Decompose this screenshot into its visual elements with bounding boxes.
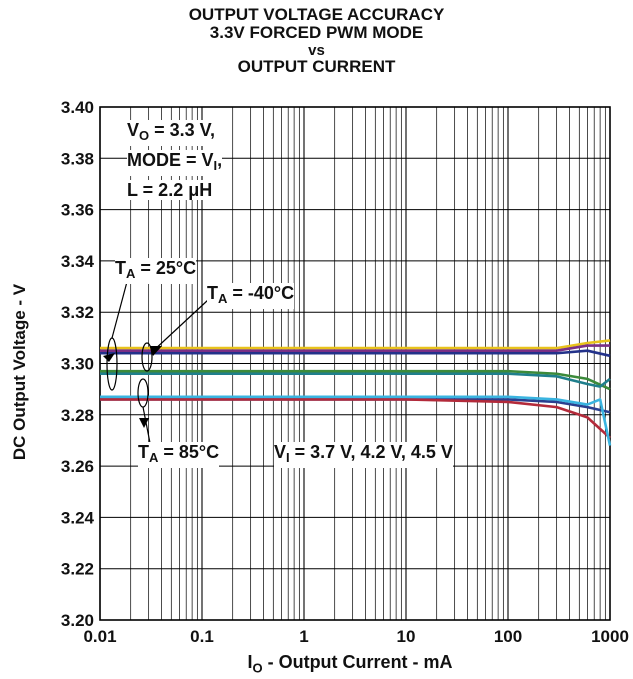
x-tick-label: 1 — [299, 627, 308, 646]
label-vi: VI = 3.7 V, 4.2 V, 4.5 V — [274, 442, 453, 468]
series-line-5 — [100, 374, 610, 387]
x-tick-label: 0.1 — [190, 627, 214, 646]
y-tick-label: 3.34 — [61, 252, 95, 271]
x-tick-label: 10 — [397, 627, 416, 646]
conditions-mode: MODE = VI, — [127, 150, 222, 176]
series-line-1 — [100, 340, 610, 348]
leader-arrow — [139, 418, 149, 428]
y-tick-label: 3.32 — [61, 303, 94, 322]
y-tick-label: 3.22 — [61, 560, 94, 579]
x-tick-label: 1000 — [591, 627, 629, 646]
label-ta-85c: TA = 85°C — [138, 442, 219, 468]
y-tick-label: 3.24 — [61, 508, 95, 527]
label-ta-minus40c: TA = -40°C — [207, 283, 294, 309]
leader-line-ta-40 — [152, 300, 208, 352]
x-tick-label: 100 — [494, 627, 522, 646]
y-tick-label: 3.28 — [61, 406, 94, 425]
x-tick-label: 0.01 — [83, 627, 116, 646]
conditions-inductor: L = 2.2 μH — [127, 180, 212, 200]
leader-line-ta25 — [112, 278, 128, 338]
y-tick-label: 3.36 — [61, 201, 94, 220]
y-tick-label: 3.40 — [61, 98, 94, 117]
conditions-vo: VO = 3.3 V, — [127, 120, 215, 146]
label-ta-25c: TA = 25°C — [115, 258, 196, 284]
y-axis-label: DC Output Voltage - V — [10, 262, 30, 482]
y-tick-label: 3.26 — [61, 457, 94, 476]
y-tick-label: 3.30 — [61, 355, 94, 374]
y-tick-label: 3.38 — [61, 149, 94, 168]
x-axis-label: IO - Output Current - mA — [0, 652, 633, 676]
series-line-7 — [100, 399, 610, 437]
leader-ellipse — [138, 379, 148, 407]
